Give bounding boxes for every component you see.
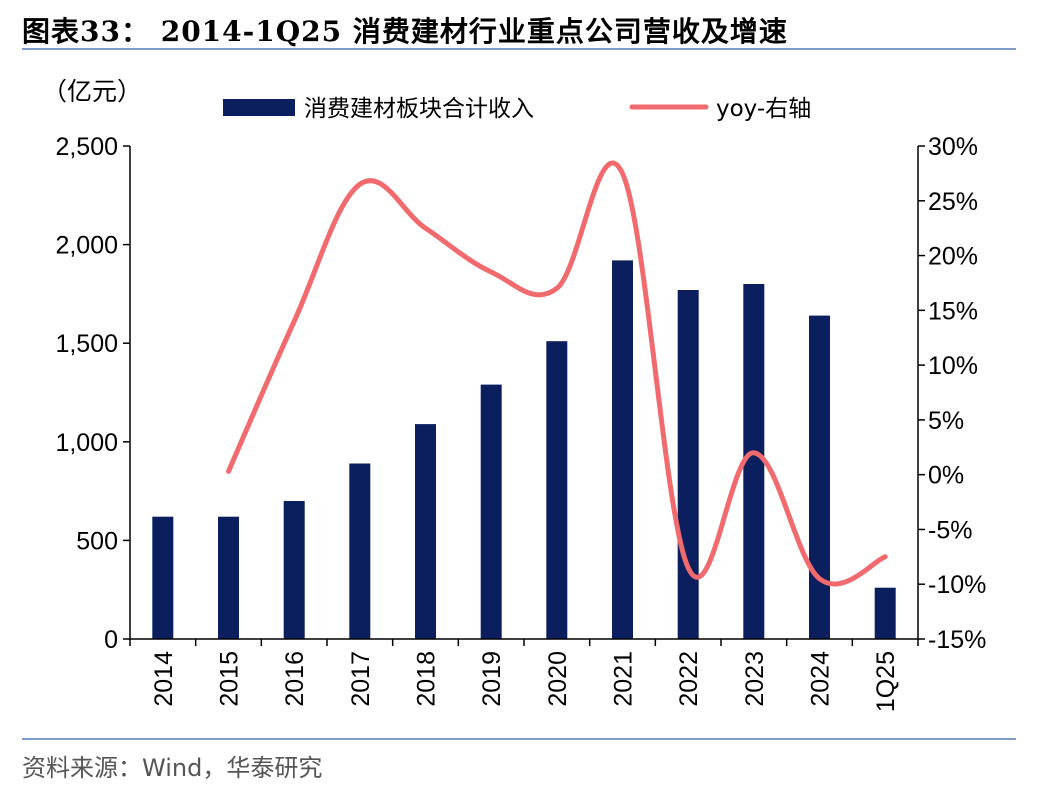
left-tick-label: 1,000 <box>55 429 118 457</box>
right-tick-label: -15% <box>928 626 986 654</box>
bar-2018 <box>415 424 436 639</box>
x-tick-label: 2023 <box>741 651 769 707</box>
title-rule <box>22 48 1016 50</box>
bar-2015 <box>218 516 239 639</box>
bar-2022 <box>677 290 699 639</box>
bar-2020 <box>546 341 568 639</box>
right-y-ticks: -15% -10% -5% 0% 5% 10% 15% 20% 25% 30% <box>918 133 986 654</box>
right-tick-label: 30% <box>928 133 978 161</box>
bar-2024 <box>809 315 830 639</box>
bar-2023 <box>743 284 765 639</box>
x-tick-label: 2020 <box>544 651 572 707</box>
left-tick-label: 0 <box>104 626 118 654</box>
legend-bar-label: 消费建材板块合计收入 <box>304 96 534 122</box>
chart-title: 图表33： 2014-1Q25 消费建材行业重点公司营收及增速 <box>22 15 788 48</box>
right-tick-label: 25% <box>928 188 978 216</box>
left-tick-label: 500 <box>76 527 118 555</box>
x-tick-label: 2014 <box>150 651 178 707</box>
x-tick-label: 2015 <box>216 651 244 707</box>
bar-series <box>152 260 896 639</box>
legend-line-label: yoy-右轴 <box>716 96 811 122</box>
legend: 消费建材板块合计收入 yoy-右轴 <box>223 96 811 122</box>
left-tick-label: 2,000 <box>55 232 118 260</box>
right-tick-label: 15% <box>928 297 978 325</box>
x-tick-label: 1Q25 <box>872 651 900 712</box>
x-tick-label: 2016 <box>281 651 309 707</box>
bar-2019 <box>480 384 502 639</box>
y-axis-label: （亿元） <box>42 78 142 106</box>
x-ticks: 2014 2015 2016 2017 2018 2019 2020 2021 2022 2023… <box>129 639 919 712</box>
bar-2021 <box>612 260 633 639</box>
right-tick-label: 5% <box>928 407 964 435</box>
bar-2016 <box>283 501 305 639</box>
bar-1Q25 <box>874 587 896 639</box>
x-tick-label: 2017 <box>347 651 375 707</box>
right-tick-label: -10% <box>928 571 986 599</box>
x-tick-label: 2024 <box>807 651 835 707</box>
legend-bar-swatch <box>223 99 295 116</box>
bar-2014 <box>152 516 174 639</box>
yoy-line <box>226 160 888 587</box>
x-tick-label: 2021 <box>610 651 638 707</box>
right-tick-label: 20% <box>928 243 978 271</box>
x-tick-label: 2022 <box>675 651 703 707</box>
right-tick-label: 10% <box>928 352 978 380</box>
x-tick-label: 2018 <box>413 651 441 707</box>
source-note: 资料来源：Wind，华泰研究 <box>22 754 323 782</box>
right-tick-label: -5% <box>928 516 972 544</box>
left-tick-label: 1,500 <box>55 330 118 358</box>
left-y-ticks: 0 500 1,000 1,500 2,000 2,500 <box>55 133 130 654</box>
x-tick-label: 2019 <box>478 651 506 707</box>
left-tick-label: 2,500 <box>55 133 118 161</box>
bar-2017 <box>349 463 371 639</box>
source-rule <box>22 738 1016 740</box>
right-tick-label: 0% <box>928 462 964 490</box>
